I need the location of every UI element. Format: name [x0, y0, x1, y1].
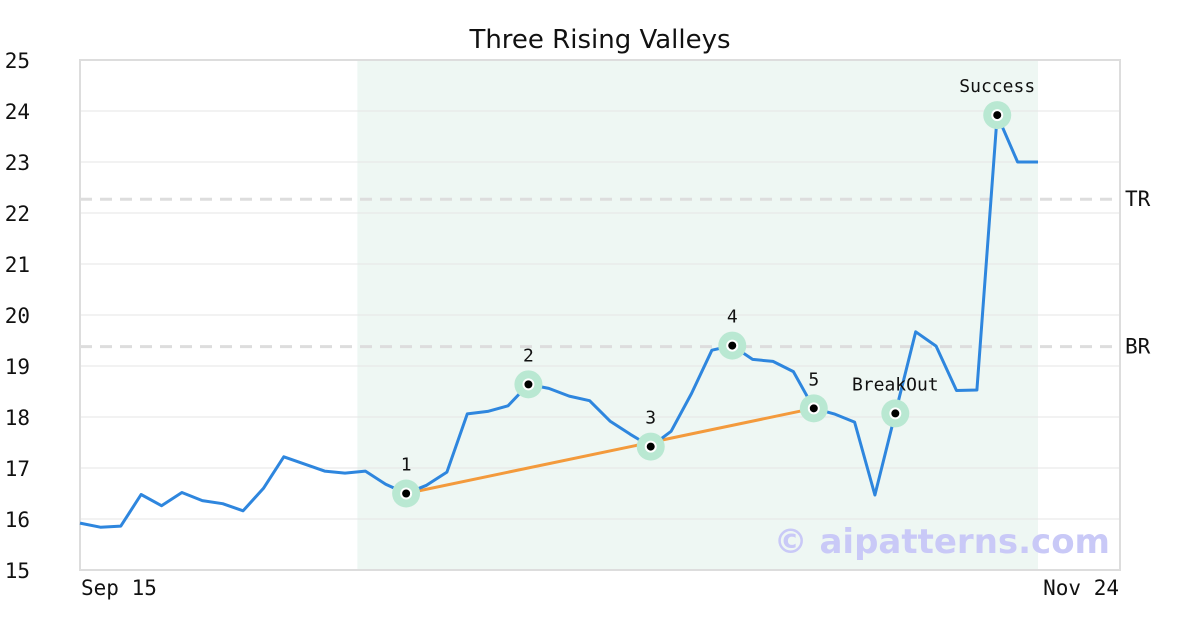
- annotation-label-4: 4: [727, 307, 738, 328]
- y-axis-ticks: 15 16 17 18 19 20 21 22 23 24 25: [5, 49, 30, 583]
- series-line: [79, 113, 1038, 529]
- reference-lines: TR BR: [80, 187, 1151, 359]
- x-tick-label-start: Sep 15: [81, 576, 157, 600]
- annotation-point-4: [726, 339, 739, 352]
- y-tick-label: 24: [5, 100, 30, 124]
- annotation-point-breakout: [889, 407, 902, 420]
- trend-line: [405, 406, 815, 495]
- y-tick-label: 17: [5, 457, 30, 481]
- y-tick-label: 18: [5, 406, 30, 430]
- y-tick-label: 19: [5, 355, 30, 379]
- y-tick-label: 15: [5, 559, 30, 583]
- annotation-label-3: 3: [645, 408, 656, 429]
- y-tick-label: 22: [5, 202, 30, 226]
- x-tick-label-end: Nov 24: [1043, 576, 1119, 600]
- annotation-label-1: 1: [401, 455, 412, 476]
- chart-title: Three Rising Valleys: [468, 25, 730, 55]
- y-tick-label: 20: [5, 304, 30, 328]
- gridlines: [80, 110, 1120, 520]
- y-tick-label: 21: [5, 253, 30, 277]
- annotation-label-breakout: BreakOut: [852, 374, 939, 395]
- annotation-point-success: [991, 109, 1004, 122]
- annotation-point-5: [807, 402, 820, 415]
- y-tick-label: 16: [5, 508, 30, 532]
- plot-frame: [79, 59, 1121, 571]
- annotation-point-1: [400, 487, 413, 500]
- annotation-point-3: [644, 440, 657, 453]
- price-series: [79, 113, 1038, 529]
- reference-label-br: BR: [1125, 335, 1151, 359]
- y-tick-label: 25: [5, 49, 30, 73]
- watermark: © aipatterns.com: [774, 522, 1110, 562]
- annotation-label-5: 5: [808, 369, 819, 390]
- reference-label-tr: TR: [1125, 187, 1151, 211]
- annotation-label-2: 2: [523, 345, 534, 366]
- valley-trend-line: [405, 406, 815, 495]
- pattern-annotations: 1 2 3 4 5 BreakOut Success: [392, 76, 1035, 508]
- y-tick-label: 23: [5, 151, 30, 175]
- annotation-label-success: Success: [959, 76, 1035, 97]
- annotation-point-2: [522, 378, 535, 391]
